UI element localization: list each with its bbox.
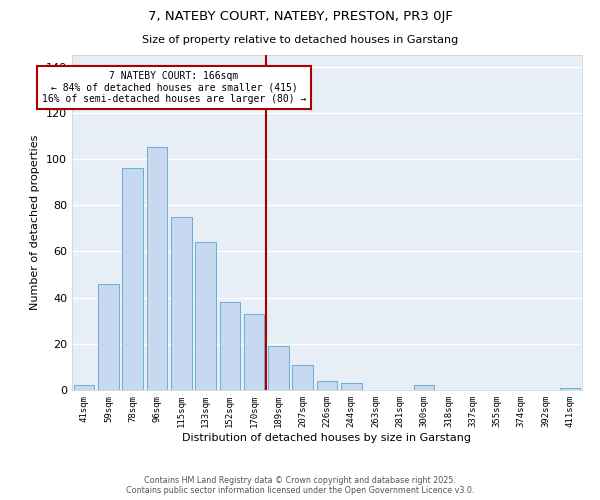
Bar [146, 148, 167, 390]
Bar [122, 168, 143, 390]
Bar [220, 302, 240, 390]
Bar [341, 383, 362, 390]
Bar [414, 386, 434, 390]
Text: Contains HM Land Registry data © Crown copyright and database right 2025.
Contai: Contains HM Land Registry data © Crown c… [126, 476, 474, 495]
Bar [268, 346, 289, 390]
Text: 7 NATEBY COURT: 166sqm
← 84% of detached houses are smaller (415)
16% of semi-de: 7 NATEBY COURT: 166sqm ← 84% of detached… [42, 71, 306, 104]
Bar [560, 388, 580, 390]
Bar [317, 381, 337, 390]
Bar [244, 314, 265, 390]
Bar [171, 216, 191, 390]
Bar [98, 284, 119, 390]
Bar [292, 364, 313, 390]
Bar [74, 386, 94, 390]
Text: 7, NATEBY COURT, NATEBY, PRESTON, PR3 0JF: 7, NATEBY COURT, NATEBY, PRESTON, PR3 0J… [148, 10, 452, 23]
Bar [195, 242, 216, 390]
Text: Size of property relative to detached houses in Garstang: Size of property relative to detached ho… [142, 35, 458, 45]
X-axis label: Distribution of detached houses by size in Garstang: Distribution of detached houses by size … [182, 432, 472, 442]
Y-axis label: Number of detached properties: Number of detached properties [31, 135, 40, 310]
